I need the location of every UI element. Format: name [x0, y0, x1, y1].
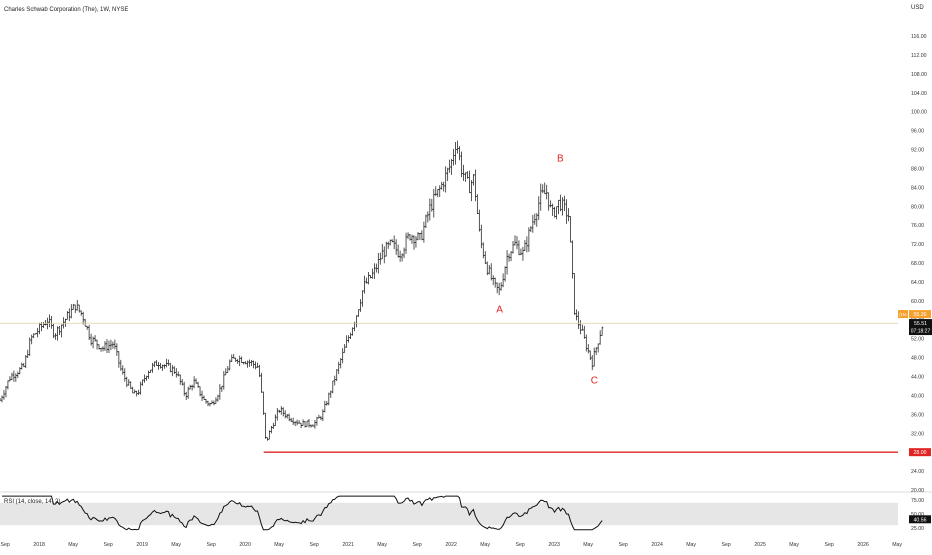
price-tick-label: 104.00 [911, 91, 927, 97]
time-tick-label: Sep [619, 542, 628, 548]
chart-title: Charles Schwab Corporation (The), 1W, NY… [4, 7, 128, 13]
time-tick-label: Sep [104, 542, 113, 548]
price-tick-label: 36.00 [911, 412, 924, 418]
time-tick-label: May [377, 542, 387, 548]
price-tick-label: 20.00 [911, 488, 924, 494]
price-tick-label: 88.00 [911, 166, 924, 172]
rsi-tick-label: 50.00 [911, 512, 924, 518]
time-tick-label: Sep [413, 542, 422, 548]
rsi-value-badge [909, 515, 931, 524]
rsi-line [2, 495, 603, 531]
price-tick-label: 108.00 [911, 72, 927, 78]
wave-label-c: C [591, 376, 598, 387]
price-tick-label: 76.00 [911, 223, 924, 229]
time-tick-label: May [583, 542, 593, 548]
highlight-prefix: (He [899, 312, 907, 317]
price-tick-label: 92.00 [911, 148, 924, 154]
rsi-tick-label: 75.00 [911, 498, 924, 504]
current-price-label: 55.51 [914, 321, 927, 327]
price-tick-label: 68.00 [911, 261, 924, 267]
price-tick-label: 44.00 [911, 375, 924, 381]
highlight-badge-label: 55.26 [914, 312, 927, 318]
time-tick-label: 2018 [33, 542, 45, 548]
time-tick-label: Sep [1, 542, 10, 548]
price-tick-label: 96.00 [911, 129, 924, 135]
price-tick-label: 116.00 [911, 34, 927, 40]
rsi-value-label: 40.56 [914, 517, 927, 523]
time-tick-label: May [274, 542, 284, 548]
time-tick-label: Sep [207, 542, 216, 548]
countdown-label: 07:18:27 [911, 329, 931, 335]
price-tick-label: 32.00 [911, 431, 924, 437]
time-tick-label: Sep [310, 542, 319, 548]
time-tick-label: Sep [722, 542, 731, 548]
support-badge-label: 28.00 [914, 450, 927, 456]
price-tick-label: 72.00 [911, 242, 924, 248]
time-tick-label: May [789, 542, 799, 548]
wave-label-b: B [557, 153, 564, 164]
price-tick-label: 84.00 [911, 185, 924, 191]
time-tick-label: 2025 [754, 542, 766, 548]
time-tick-label: 2022 [445, 542, 457, 548]
rsi-pane: 25.00 50.00 75.00 40.56 [0, 495, 931, 532]
price-tick-label: 64.00 [911, 280, 924, 286]
price-tick-label: 52.00 [911, 337, 924, 343]
time-tick-label: 2021 [342, 542, 354, 548]
price-tick-label: 24.00 [911, 469, 924, 475]
time-tick-label: Sep [825, 542, 834, 548]
rsi-tick-label: 25.00 [911, 526, 924, 532]
ohlc-bars [0, 140, 604, 441]
currency-label: USD [911, 5, 924, 11]
wave-label-a: A [496, 305, 503, 316]
time-tick-label: Sep [516, 542, 525, 548]
highlight-prefix-badge [898, 310, 908, 319]
time-tick-label: May [480, 542, 490, 548]
time-tick-label: 2024 [651, 542, 663, 548]
time-tick-label: 2020 [239, 542, 251, 548]
price-tick-label: 112.00 [911, 53, 927, 59]
time-tick-label: May [171, 542, 181, 548]
price-tick-label: 40.00 [911, 393, 924, 399]
time-tick-label: May [892, 542, 902, 548]
time-tick-label: May [686, 542, 696, 548]
time-tick-label: 2026 [857, 542, 869, 548]
price-tick-label: 80.00 [911, 204, 924, 210]
price-tick-label: 60.00 [911, 299, 924, 305]
rsi-label: RSI (14, close, 14, 2) [4, 499, 60, 505]
time-tick-label: May [68, 542, 78, 548]
price-tick-label: 100.00 [911, 110, 927, 116]
support-badge [909, 448, 931, 457]
current-price-badge [909, 319, 932, 336]
price-tick-label: 48.00 [911, 356, 924, 362]
highlight-badge [909, 310, 931, 319]
rsi-band [0, 502, 898, 526]
time-tick-label: 2023 [548, 542, 560, 548]
time-tick-label: 2019 [136, 542, 148, 548]
